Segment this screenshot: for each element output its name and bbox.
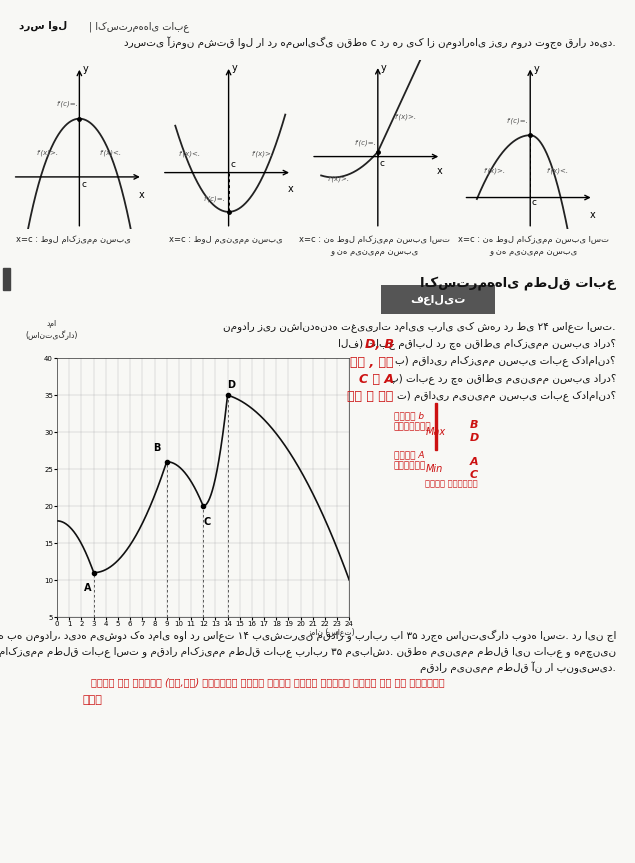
Text: y: y — [533, 64, 539, 73]
Text: c: c — [380, 159, 384, 168]
Text: x=c : نه طول ماکزیمم نسبی است
و نه مینیمم نسبی: x=c : نه طول ماکزیمم نسبی است و نه مینیم… — [458, 235, 609, 256]
Text: Min: Min — [425, 464, 443, 475]
Text: f'(c)=.: f'(c)=. — [354, 140, 377, 146]
Text: ب) مقادیر ماکزیمم نسبی تابع کدام‌اند؟: ب) مقادیر ماکزیمم نسبی تابع کدام‌اند؟ — [396, 356, 616, 367]
Text: Max: Max — [425, 427, 446, 438]
Text: f'(x)>.: f'(x)>. — [328, 175, 350, 182]
Text: درستی آزمون مشتق اول را در همسایگی نقطه c در هر یک از نمودارهای زیر مورد توجه قر: درستی آزمون مشتق اول را در همسایگی نقطه … — [124, 36, 616, 49]
Text: B: B — [153, 443, 161, 452]
Text: c: c — [532, 198, 537, 207]
Text: ت) مقادیر مینیمم نسبی تابع کدام‌اند؟: ت) مقادیر مینیمم نسبی تابع کدام‌اند؟ — [397, 390, 616, 401]
Text: ۱۲ و ۱۰: ۱۲ و ۱۰ — [347, 390, 394, 403]
Text: y: y — [83, 64, 88, 73]
Text: ۱۰۹: ۱۰۹ — [83, 695, 102, 705]
Text: x=c : نه طول ماکزیمم نسبی است
و نه مینیمم نسبی: x=c : نه طول ماکزیمم نسبی است و نه مینیم… — [299, 235, 450, 256]
Text: x: x — [288, 184, 293, 194]
Text: f'(x)>.: f'(x)>. — [36, 149, 58, 155]
Text: x: x — [589, 210, 595, 220]
Text: D: D — [227, 380, 235, 390]
Text: نقاط A
مینیمم: نقاط A مینیمم — [394, 450, 426, 469]
Text: می‌گوییم نقطه D(۱۴,۳۵) ماکزیمم مطلق تابع است و مقدار ماکزیمم مطلق تابع برابر ۳۵ : می‌گوییم نقطه D(۱۴,۳۵) ماکزیمم مطلق تابع… — [0, 646, 616, 658]
Text: f'(x)>.: f'(x)>. — [252, 151, 274, 157]
Text: فعالیت: فعالیت — [410, 294, 466, 305]
Text: درس اول: درس اول — [19, 21, 67, 31]
Text: f'(x)<.: f'(x)<. — [99, 149, 121, 155]
Text: y: y — [232, 63, 237, 73]
Text: B: B — [470, 420, 478, 431]
Text: c: c — [231, 160, 235, 169]
Text: f'(x)>.: f'(x)>. — [484, 167, 505, 174]
Text: اکسترمه‌های مطلق تابع: اکسترمه‌های مطلق تابع — [420, 276, 616, 290]
Text: الف) تابع مقابل در چه نقاطی ماکزیمم نسبی دارد؟: الف) تابع مقابل در چه نقاطی ماکزیمم نسبی… — [338, 338, 616, 350]
Text: c: c — [81, 180, 86, 189]
Text: ۳۵ , ۲۵: ۳۵ , ۲۵ — [350, 356, 394, 369]
Text: x: x — [437, 167, 443, 176]
Text: y: y — [381, 63, 387, 72]
Text: تابع در نقطه‌ی (۱۰,۱۲) مینیمم سالق دارو مکار مینیم مطلق آن ۱۰ دریاشه: تابع در نقطه‌ی (۱۰,۱۲) مینیمم سالق دارو … — [91, 677, 444, 688]
Text: نمودار زیر نشان‌دهنده تغییرات دمایی برای یک شهر در طی ۲۴ ساعت است.: نمودار زیر نشان‌دهنده تغییرات دمایی برای… — [224, 321, 616, 332]
Text: | اکسترمه‌های تابع: | اکسترمه‌های تابع — [89, 21, 189, 32]
Text: با توجه به نمودار، دیده می‌شود که دمای هوا در ساعت ۱۴ بیشترین مقدار و برابر با ۳: با توجه به نمودار، دیده می‌شود که دمای ه… — [0, 630, 616, 642]
Text: x=c : طول مینیمم نسبی: x=c : طول مینیمم نسبی — [169, 235, 282, 243]
Text: A: A — [84, 583, 91, 593]
Text: x=c : طول ماکزیمم نسبی: x=c : طول ماکزیمم نسبی — [16, 235, 130, 243]
Text: x: x — [138, 190, 144, 200]
Text: نقاط مینیمم: نقاط مینیمم — [425, 479, 478, 488]
Text: C: C — [470, 470, 478, 481]
Text: f'(c)=.: f'(c)=. — [56, 101, 78, 107]
Text: دما
(سانتیگراد): دما (سانتیگراد) — [25, 318, 77, 340]
Text: f'(x)<.: f'(x)<. — [178, 151, 201, 157]
Text: f'(x)<.: f'(x)<. — [547, 167, 569, 174]
Text: f'(x)>.: f'(x)>. — [394, 113, 417, 120]
Text: پ) تابع در چه نقاطی مینیمم نسبی دارد؟: پ) تابع در چه نقاطی مینیمم نسبی دارد؟ — [389, 373, 616, 384]
Text: D, B: D, B — [364, 338, 394, 351]
Text: زمان (ساعت): زمان (ساعت) — [308, 628, 356, 637]
Text: f'(c)=.: f'(c)=. — [507, 117, 529, 124]
Text: f'(c)=.: f'(c)=. — [203, 196, 225, 202]
Text: D: D — [470, 433, 479, 444]
Text: مقدار مینیمم مطلق آن را بنویسید.: مقدار مینیمم مطلق آن را بنویسید. — [420, 661, 616, 674]
Text: A: A — [470, 457, 479, 468]
Text: C: C — [203, 517, 210, 526]
Text: C و A: C و A — [359, 373, 394, 386]
Text: نقاط b
ماکزیمم: نقاط b ماکزیمم — [394, 412, 431, 431]
